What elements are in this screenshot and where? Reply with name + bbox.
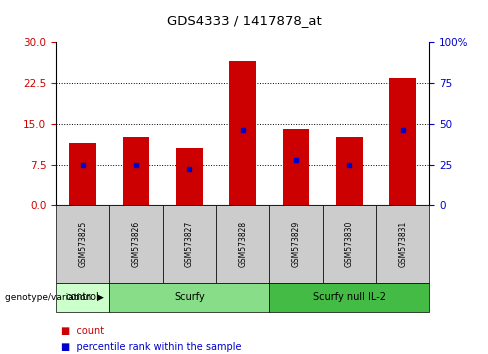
Bar [176,148,203,205]
Text: ■  percentile rank within the sample: ■ percentile rank within the sample [61,342,242,352]
Bar [389,78,416,205]
Bar [336,137,363,205]
Text: ■  count: ■ count [61,326,104,336]
Bar [283,129,309,205]
Text: GSM573825: GSM573825 [78,221,87,267]
Text: GSM573829: GSM573829 [292,221,301,267]
Bar [69,143,96,205]
Text: GSM573827: GSM573827 [185,221,194,267]
Text: Scurfy: Scurfy [174,292,205,302]
Text: GDS4333 / 1417878_at: GDS4333 / 1417878_at [166,14,322,27]
Text: GSM573828: GSM573828 [238,221,247,267]
Text: genotype/variation  ▶: genotype/variation ▶ [5,293,104,302]
Text: Scurfy null IL-2: Scurfy null IL-2 [313,292,386,302]
Text: GSM573831: GSM573831 [398,221,407,267]
Text: GSM573826: GSM573826 [132,221,141,267]
Bar [123,137,149,205]
Bar [229,62,256,205]
Text: control: control [66,292,100,302]
Text: GSM573830: GSM573830 [345,221,354,268]
